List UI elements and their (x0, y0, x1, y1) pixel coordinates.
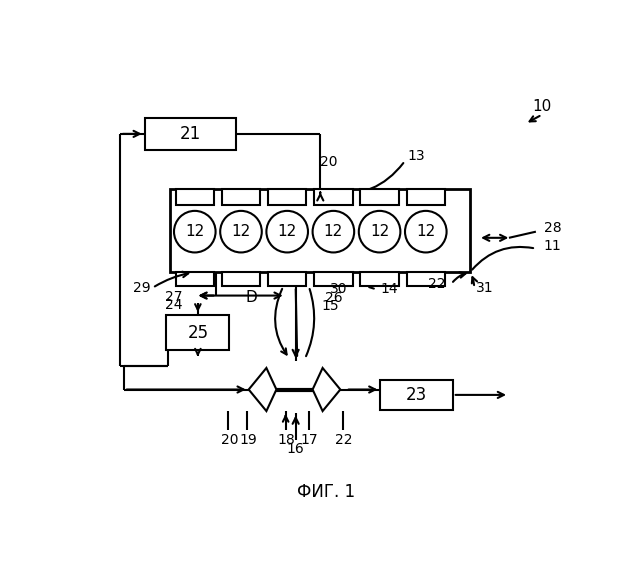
FancyArrowPatch shape (472, 247, 533, 269)
Text: 18: 18 (278, 433, 295, 447)
Bar (268, 189, 307, 205)
Text: 22: 22 (428, 277, 445, 291)
FancyArrowPatch shape (296, 289, 297, 356)
Bar (314, 272, 353, 286)
Text: 29: 29 (133, 281, 151, 295)
Text: 11: 11 (543, 238, 561, 252)
FancyArrowPatch shape (275, 289, 287, 354)
Text: 27: 27 (164, 290, 182, 304)
Text: 17: 17 (301, 433, 318, 447)
Circle shape (220, 211, 262, 252)
Text: 24: 24 (164, 298, 182, 312)
Bar (268, 272, 307, 286)
Text: 15: 15 (322, 299, 339, 313)
Text: 12: 12 (232, 224, 251, 239)
Text: 12: 12 (416, 224, 435, 239)
Text: 12: 12 (324, 224, 343, 239)
Bar (221, 189, 260, 205)
FancyArrowPatch shape (369, 287, 374, 289)
Text: 22: 22 (335, 433, 352, 447)
Text: 16: 16 (287, 442, 305, 456)
Text: D: D (245, 290, 257, 304)
Text: 19: 19 (239, 433, 257, 447)
Bar (406, 272, 445, 286)
Circle shape (405, 211, 447, 252)
Bar (170, 189, 470, 272)
Text: 28: 28 (543, 221, 561, 235)
Text: 25: 25 (188, 324, 209, 342)
FancyArrowPatch shape (472, 277, 477, 285)
Text: 30: 30 (330, 282, 347, 296)
Text: 12: 12 (370, 224, 389, 239)
Text: 20: 20 (320, 155, 338, 169)
Text: 20: 20 (221, 433, 238, 447)
Bar (380, 380, 452, 410)
Circle shape (312, 211, 354, 252)
Text: 13: 13 (408, 149, 426, 163)
FancyArrowPatch shape (331, 163, 403, 194)
Text: 23: 23 (406, 386, 427, 404)
Bar (314, 189, 353, 205)
Text: 12: 12 (278, 224, 297, 239)
Bar (360, 189, 399, 205)
Text: 31: 31 (476, 281, 493, 295)
Polygon shape (249, 368, 276, 411)
Circle shape (359, 211, 401, 252)
Text: 21: 21 (180, 125, 201, 143)
Bar (145, 118, 236, 150)
FancyArrowPatch shape (155, 272, 188, 286)
Bar (406, 189, 445, 205)
Text: ФИГ. 1: ФИГ. 1 (298, 483, 356, 501)
Text: 14: 14 (380, 282, 398, 296)
Bar (166, 315, 230, 350)
Bar (175, 189, 214, 205)
Circle shape (266, 211, 308, 252)
Polygon shape (312, 368, 340, 411)
Text: 12: 12 (185, 224, 204, 239)
FancyArrowPatch shape (453, 272, 465, 282)
Circle shape (174, 211, 216, 252)
Text: 10: 10 (532, 100, 552, 114)
FancyArrowPatch shape (306, 289, 314, 356)
Bar (221, 272, 260, 286)
Bar (175, 272, 214, 286)
Bar (360, 272, 399, 286)
Text: 26: 26 (325, 291, 342, 305)
